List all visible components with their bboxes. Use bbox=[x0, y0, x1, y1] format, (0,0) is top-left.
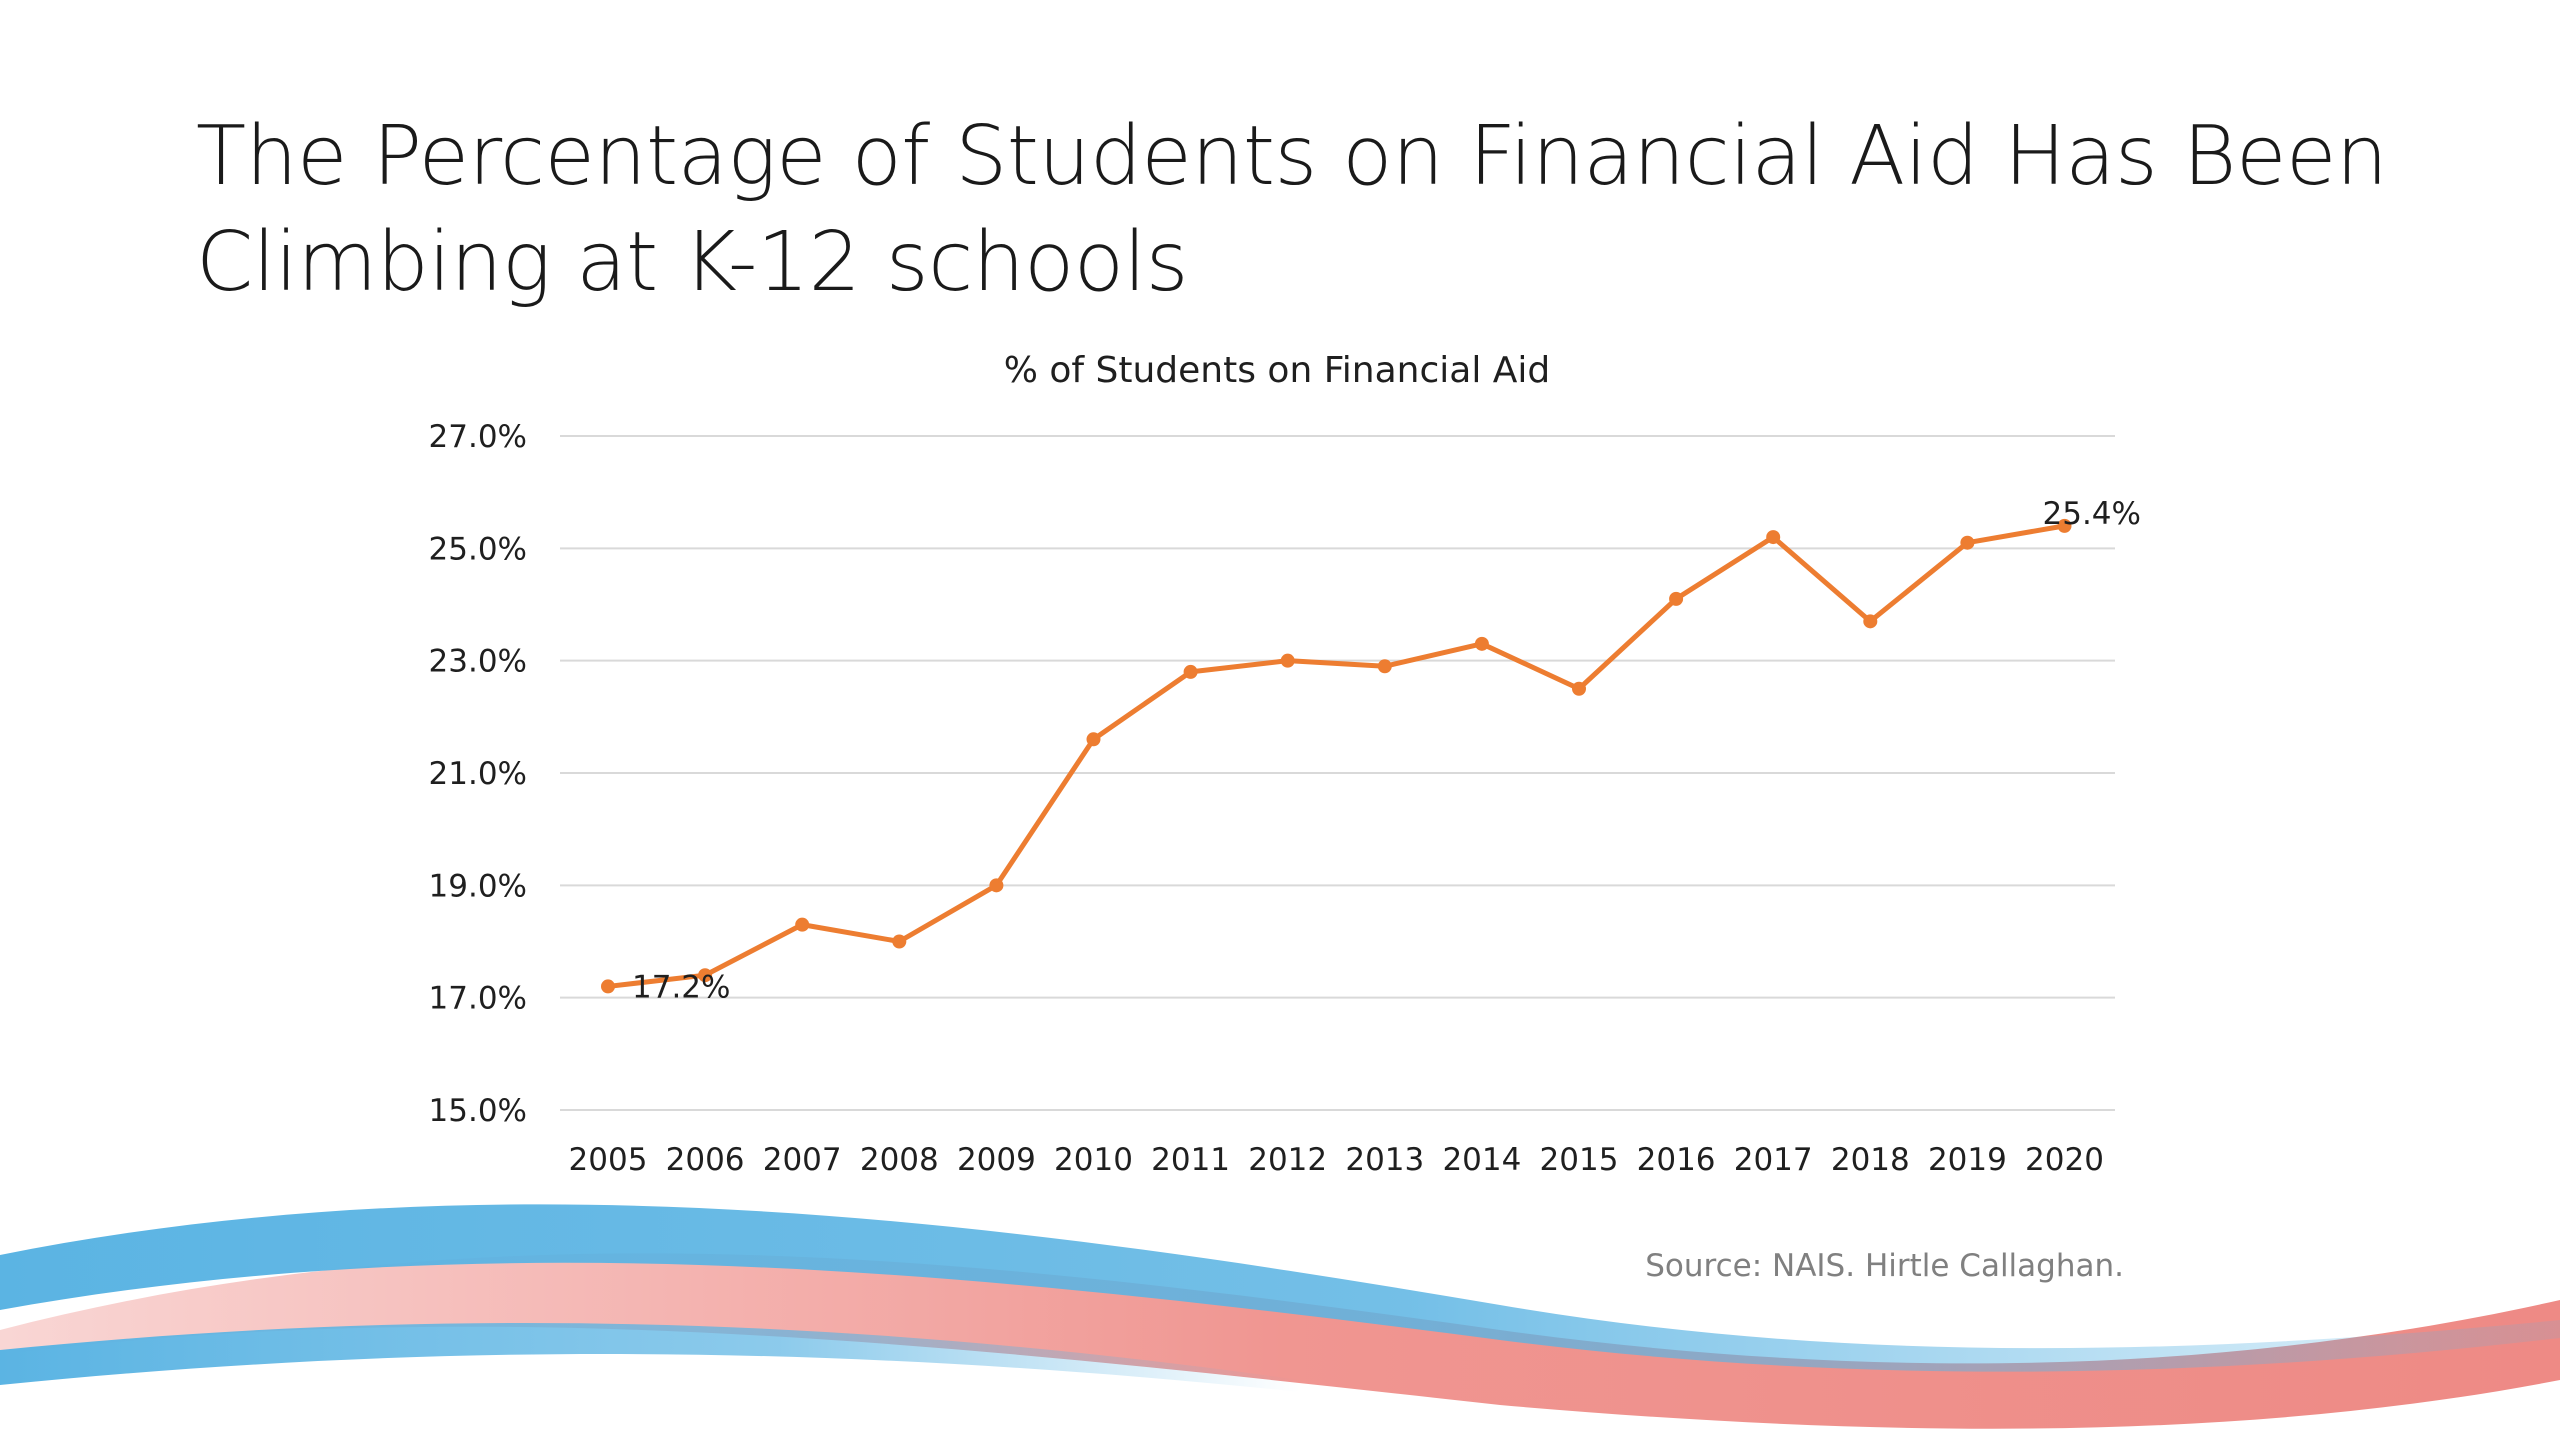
y-tick-label: 25.0% bbox=[429, 531, 527, 567]
source-note: Source: NAIS. Hirtle Callaghan. bbox=[1645, 1248, 2124, 1284]
data-point bbox=[601, 979, 615, 994]
data-point bbox=[1183, 664, 1198, 679]
x-axis-ticks: 2005 2006 2007 2008 2009 2010 2011 2012 2013 2014… bbox=[569, 1142, 2104, 1178]
x-tick-label: 2009 bbox=[957, 1142, 1036, 1178]
data-point bbox=[1863, 614, 1878, 629]
x-tick-label: 2018 bbox=[1831, 1142, 1910, 1178]
data-label: 25.4% bbox=[2043, 496, 2141, 532]
chart-title: % of Students on Financial Aid bbox=[1004, 350, 1551, 391]
y-tick-label: 19.0% bbox=[429, 868, 527, 904]
x-tick-label: 2005 bbox=[569, 1142, 648, 1178]
data-point bbox=[1669, 591, 1684, 606]
data-point bbox=[1766, 530, 1781, 545]
data-point bbox=[1377, 659, 1392, 674]
x-tick-label: 2014 bbox=[1442, 1142, 1521, 1178]
x-tick-label: 2013 bbox=[1345, 1142, 1424, 1178]
x-tick-label: 2012 bbox=[1248, 1142, 1327, 1178]
series-line bbox=[605, 523, 2067, 989]
wave-decoration bbox=[0, 1204, 2560, 1429]
data-point bbox=[989, 878, 1004, 893]
x-tick-label: 2006 bbox=[666, 1142, 745, 1178]
data-point bbox=[795, 917, 810, 932]
data-labels: 17.2% 25.4% bbox=[632, 496, 2141, 1006]
y-tick-label: 17.0% bbox=[429, 981, 527, 1017]
data-point bbox=[2057, 518, 2072, 533]
x-tick-label: 2017 bbox=[1734, 1142, 1813, 1178]
x-tick-label: 2015 bbox=[1540, 1142, 1619, 1178]
data-point bbox=[1572, 681, 1586, 696]
y-tick-label: 23.0% bbox=[429, 644, 527, 680]
series-layer bbox=[601, 518, 2072, 994]
y-axis-ticks: 15.0% 17.0% 19.0% 21.0% 23.0% 25.0% 27.0% bbox=[429, 419, 527, 1129]
wave-blue-lower bbox=[0, 1322, 1300, 1392]
y-tick-label: 27.0% bbox=[429, 419, 527, 455]
data-point bbox=[1280, 653, 1295, 668]
wave-blue-upper bbox=[0, 1204, 2560, 1372]
y-tick-label: 15.0% bbox=[429, 1093, 527, 1129]
data-point bbox=[1086, 732, 1101, 747]
x-tick-label: 2016 bbox=[1637, 1142, 1716, 1178]
y-tick-label: 21.0% bbox=[429, 756, 527, 792]
wave-salmon bbox=[0, 1253, 2560, 1429]
slide-title: The Percentage of Students on Financial … bbox=[196, 109, 2388, 310]
x-tick-label: 2019 bbox=[1928, 1142, 2007, 1178]
x-tick-label: 2007 bbox=[763, 1142, 842, 1178]
data-point bbox=[1474, 636, 1489, 651]
x-tick-label: 2008 bbox=[860, 1142, 939, 1178]
x-tick-label: 2011 bbox=[1151, 1142, 1230, 1178]
data-point bbox=[892, 934, 907, 949]
x-tick-label: 2010 bbox=[1054, 1142, 1133, 1178]
data-point bbox=[698, 968, 713, 983]
gridlines bbox=[560, 435, 2115, 1111]
data-label: 17.2% bbox=[632, 969, 730, 1005]
data-point bbox=[1960, 535, 1975, 550]
x-tick-label: 2020 bbox=[2025, 1142, 2104, 1178]
